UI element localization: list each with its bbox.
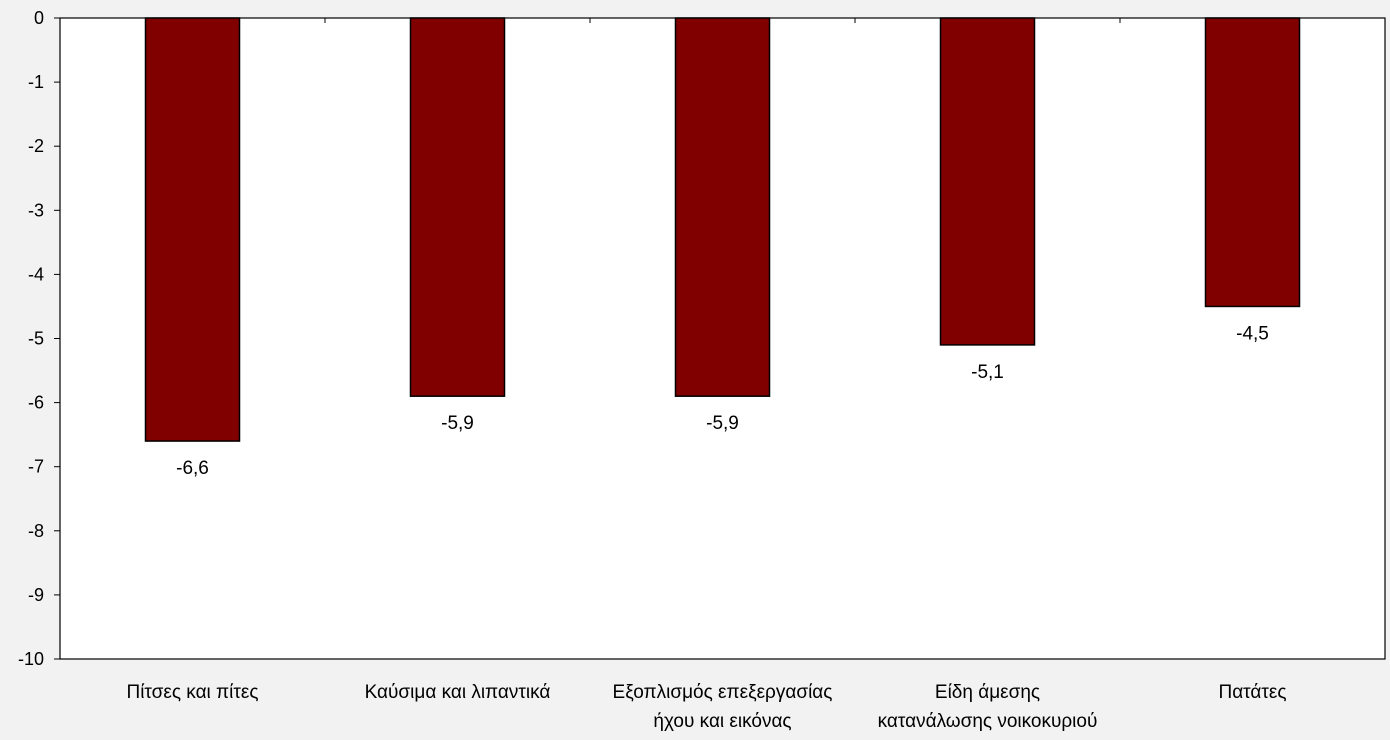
data-label: -5,9	[441, 413, 474, 434]
x-category-label: Είδη άμεσης	[935, 682, 1040, 703]
x-category-label: Πίτσες και πίτες	[126, 682, 258, 703]
y-tick-label: -7	[28, 457, 44, 477]
bar	[939, 17, 1036, 346]
y-tick-label: -9	[28, 585, 44, 605]
x-category-label: Πατάτες	[1218, 682, 1286, 703]
data-label: -4,5	[1236, 323, 1269, 344]
bar	[674, 17, 771, 397]
data-label: -6,6	[176, 458, 209, 479]
y-tick-label: -1	[28, 72, 44, 92]
bars	[144, 17, 1301, 442]
x-category-label: Εξοπλισμός επεξεργασίας	[613, 682, 833, 703]
x-axis-labels: Πίτσες και πίτες Καύσιμα και λιπαντικά Εξο…	[126, 682, 1286, 732]
x-axis-ticks	[324, 18, 1121, 23]
x-category-label: ήχου και εικόνας	[653, 711, 791, 732]
data-label: -5,1	[971, 362, 1004, 383]
y-tick-label: -4	[28, 264, 44, 284]
y-tick-label: 0	[34, 8, 44, 28]
y-tick-label: -3	[28, 200, 44, 220]
y-tick-label: -6	[28, 393, 44, 413]
y-tick-label: -5	[28, 329, 44, 349]
x-category-label: κατανάλωσης νοικοκυριού	[878, 711, 1098, 732]
bar	[1204, 17, 1301, 308]
bar	[144, 17, 241, 442]
y-tick-label: -10	[18, 649, 44, 669]
y-tick-label: -8	[28, 521, 44, 541]
y-tick-label: -2	[28, 136, 44, 156]
data-label: -5,9	[706, 413, 739, 434]
data-labels: -6,6 -5,9 -5,9 -5,1 -4,5	[176, 323, 1269, 479]
bar	[409, 17, 506, 397]
x-category-label: Καύσιμα και λιπαντικά	[365, 682, 551, 703]
y-axis: 0 -1 -2 -3 -4 -5 -6 -7 -8 -9 -10	[18, 8, 60, 669]
